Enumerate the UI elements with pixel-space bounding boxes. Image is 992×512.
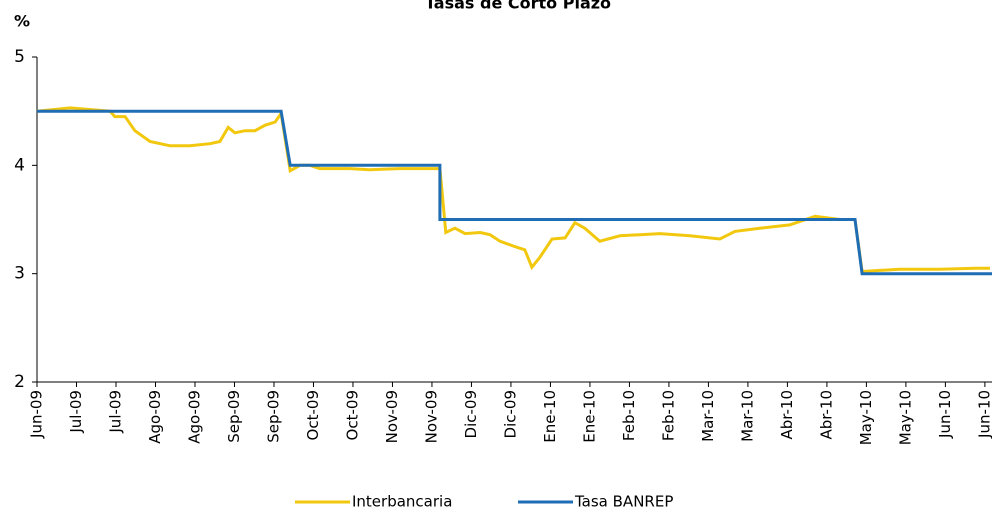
y-tick-label: 5 [14,47,25,67]
x-tick-label: May-10 [896,390,914,445]
x-tick-label: Sep-09 [225,390,243,443]
x-tick-label: Oct-09 [343,390,361,440]
x-tick-label: Ago-09 [146,390,164,444]
x-tick-label: Jun-10 [936,390,954,439]
legend-label: Interbancaria [352,493,452,511]
x-tick-label: Ago-09 [185,390,203,444]
x-tick-label: Sep-09 [264,390,282,443]
line [37,109,992,276]
y-tick-label: 4 [14,155,25,175]
x-tick-label: May-10 [857,390,875,445]
x-tick-label: Jul-09 [67,390,85,434]
x-tick-label: Abr-10 [817,390,835,440]
x-tick-label: Nov-09 [383,390,401,443]
x-tick-label: Ene-10 [580,390,598,443]
line [36,106,990,274]
x-tick-label: Nov-09 [422,390,440,443]
x-tick-label: Jun-09 [28,390,46,439]
x-tick-label: Feb-10 [659,390,677,441]
x-tick-label: Mar-10 [738,390,756,442]
y-axis-label: % [14,12,30,31]
x-tick-label: Jul-09 [106,390,124,434]
legend-label: Tasa BANREP [574,493,673,511]
y-tick-label: 3 [14,264,25,284]
x-tick-label: Feb-10 [620,390,638,441]
x-tick-label: Ene-10 [541,390,559,443]
x-tick-label: Oct-09 [304,390,322,440]
x-tick-label: Mar-10 [699,390,717,442]
x-tick-label: Jun-10 [975,390,992,439]
x-tick-label: Abr-10 [778,390,796,440]
x-tick-label: Dic-09 [462,390,480,438]
x-tick-label: Dic-09 [501,390,519,438]
y-tick-label: 2 [14,372,25,392]
chart-title: Tasas de Corto Plazo [425,0,611,13]
